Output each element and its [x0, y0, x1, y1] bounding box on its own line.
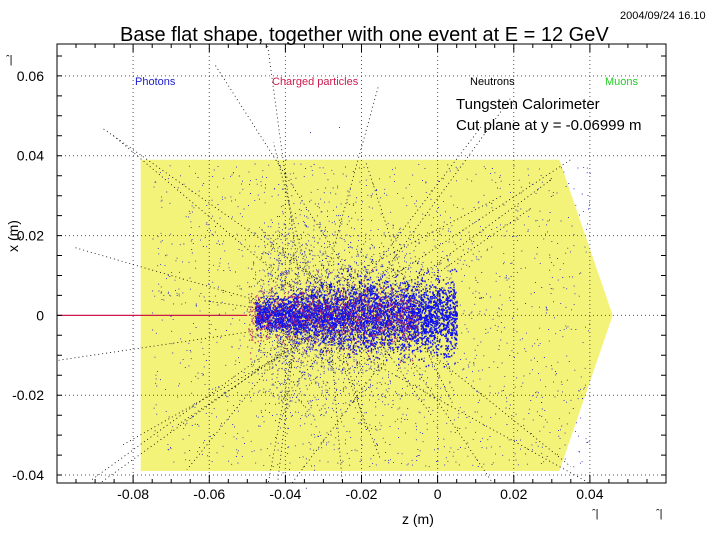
- annotation-cut-plane: Cut plane at y = -0.06999 m: [456, 117, 642, 134]
- photon-core: [255, 258, 458, 371]
- legend-photons-label: Photons: [135, 76, 176, 88]
- corner-mark-bottom-right-2: ˆ|: [656, 508, 663, 520]
- x-tick-label-1: -0.06: [193, 486, 225, 502]
- y-tick-label-3: 0: [36, 307, 44, 323]
- corner-mark-top-left: ˆ|: [6, 54, 13, 66]
- y-tick-label-4: -0.02: [12, 387, 44, 403]
- y-axis-label: x (m): [5, 220, 21, 252]
- x-tick-label-5: 0.02: [500, 486, 527, 502]
- legend-charged: Charged particles: [272, 76, 358, 88]
- chart-title: Base flat shape, together with one event…: [120, 24, 609, 46]
- x-tick-label-4: 0: [434, 486, 442, 502]
- axis-ticks: [56, 44, 667, 483]
- legend-muons-label: Muons: [605, 76, 639, 88]
- event-layer: [56, 43, 591, 489]
- y-tick-label-1: 0.04: [17, 148, 44, 164]
- ticks-layer: -0.08 -0.06 -0.04 -0.02 0 0.02 0.04 0.06 0.04 0.0…: [12, 44, 667, 502]
- legend-neutrons-label: Neutrons: [470, 76, 515, 88]
- y-tick-label-5: -0.04: [12, 467, 44, 483]
- x-tick-label-0: -0.08: [117, 486, 149, 502]
- legend-muons: Muons: [605, 76, 638, 88]
- annotation-calorimeter: Tungsten Calorimeter: [456, 96, 600, 113]
- legend-photons: Photons: [135, 76, 175, 88]
- x-tick-label-3: -0.02: [346, 486, 378, 502]
- x-tick-label-6: 0.04: [576, 486, 603, 502]
- corner-mark-bottom-right-1: ˆ|: [592, 508, 599, 520]
- legend-neutrons: Neutrons: [470, 76, 515, 88]
- legend-charged-label: Charged particles: [272, 76, 359, 88]
- charged-particle-core: [248, 268, 420, 366]
- x-axis-label: z (m): [402, 511, 434, 527]
- x-tick-label-2: -0.04: [269, 486, 301, 502]
- y-tick-label-2: 0.02: [17, 228, 44, 244]
- y-tick-label-0: 0.06: [17, 68, 44, 84]
- timestamp: 2004/09/24 16.10: [620, 10, 706, 22]
